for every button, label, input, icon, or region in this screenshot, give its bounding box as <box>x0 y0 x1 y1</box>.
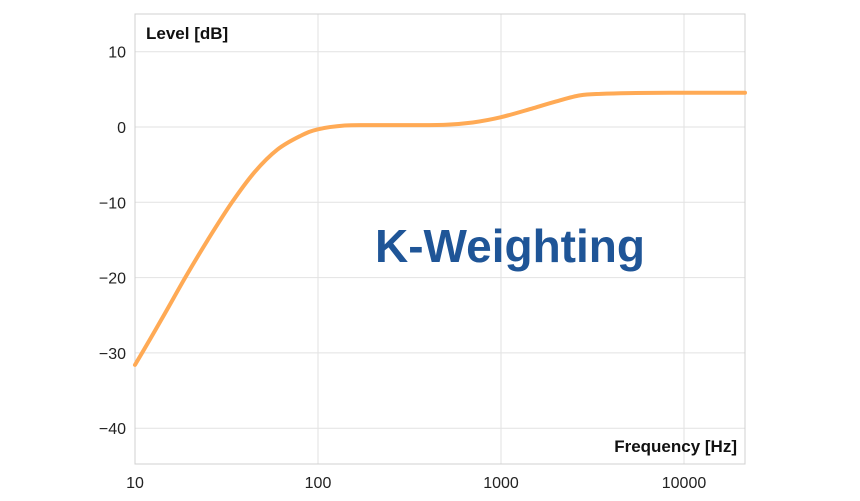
y-tick-label: −20 <box>99 271 126 288</box>
plot-area-border <box>134 13 746 465</box>
y-tick-label: −40 <box>99 421 126 438</box>
chart-title: K-Weighting <box>375 220 645 272</box>
y-tick-label: −10 <box>99 195 126 212</box>
y-tick-label: 10 <box>108 45 126 62</box>
x-tick-label: 10000 <box>662 475 707 492</box>
k-weighting-curve <box>133 90 747 367</box>
x-axis-ticks: 10 100 1000 10000 <box>126 475 706 492</box>
y-tick-label: −30 <box>99 346 126 363</box>
x-tick-label: 1000 <box>483 475 519 492</box>
grid-lines <box>135 14 745 464</box>
x-axis-title: Frequency [Hz] <box>614 437 737 456</box>
y-tick-label: 0 <box>117 120 126 137</box>
y-axis-ticks: 10 0 −10 −20 −30 −40 <box>99 45 126 439</box>
y-axis-title: Level [dB] <box>146 24 228 43</box>
x-tick-label: 10 <box>126 475 144 492</box>
x-tick-label: 100 <box>305 475 332 492</box>
